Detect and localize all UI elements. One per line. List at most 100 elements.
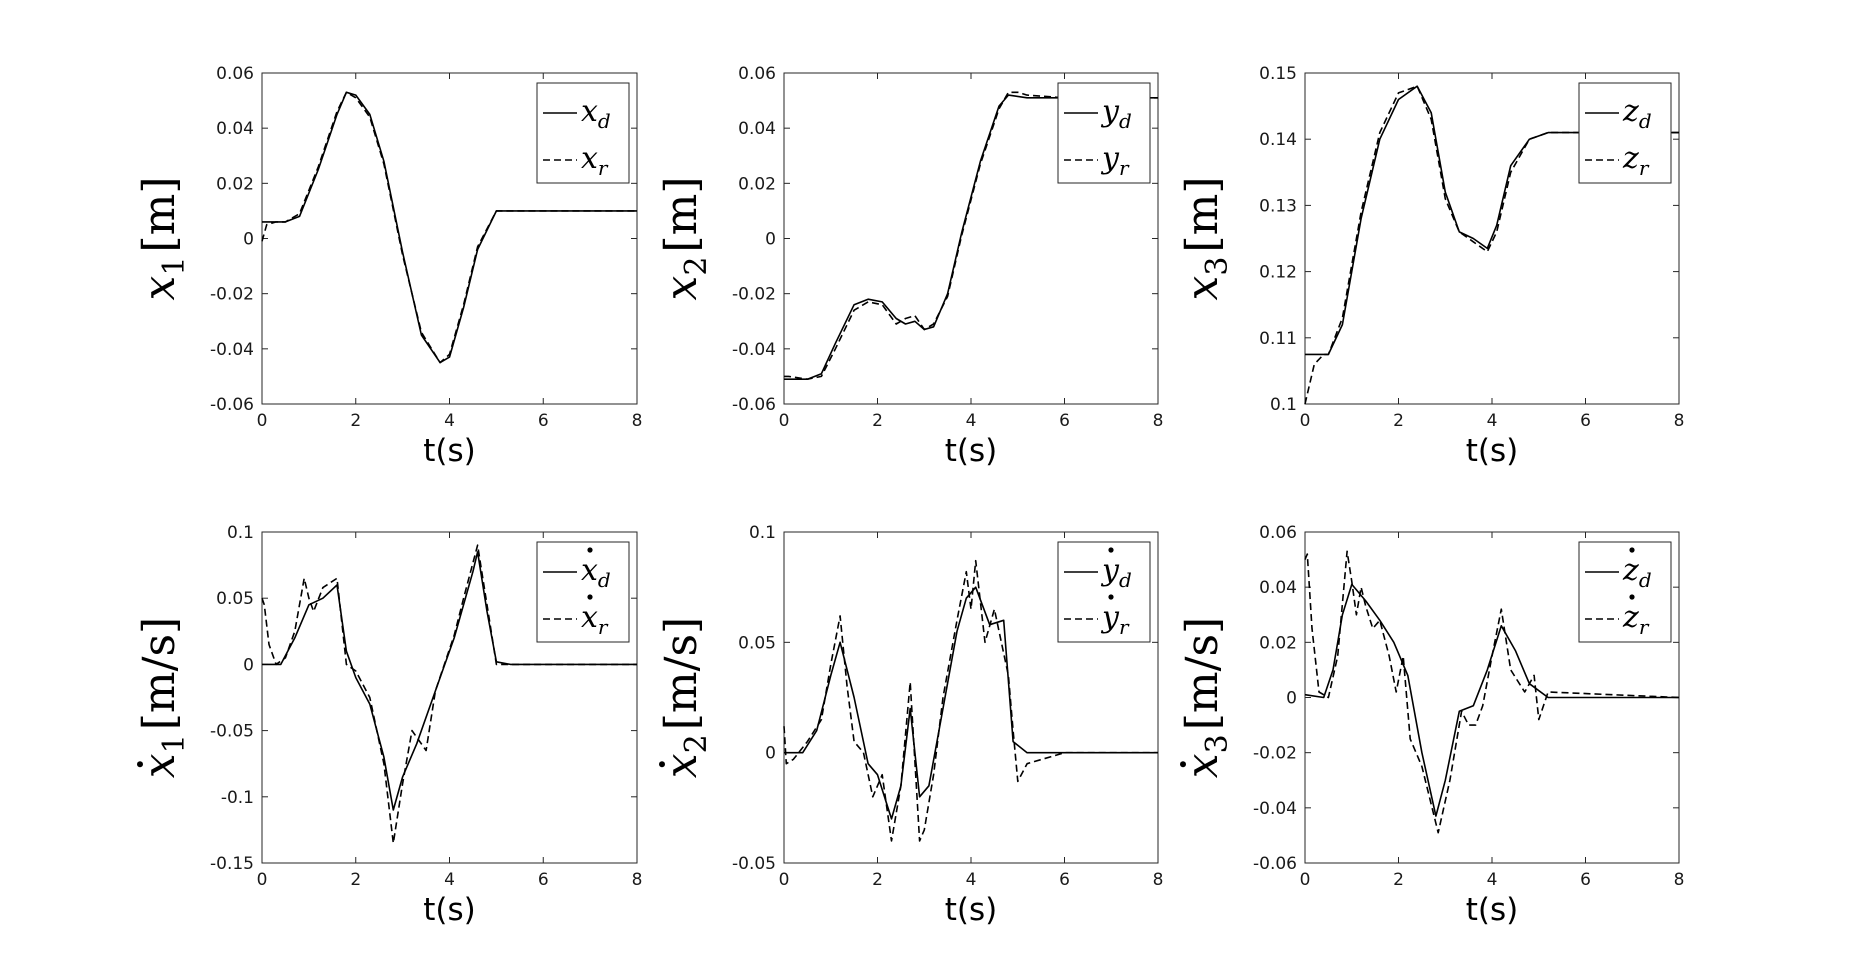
x-tick-label: 4 [444,411,455,431]
series-line-x-r [261,91,637,364]
y-axis-label-unit: [m/s] [134,617,185,730]
y-axis-label-dot [137,761,143,768]
legend-dot [1629,547,1635,553]
x-axis-label: t(s) [945,892,998,928]
y-tick-label: 0.11 [1259,329,1297,349]
legend-label-sub: r [598,156,609,180]
y-tick-label: 0 [1286,689,1297,709]
x-tick-label: 8 [632,870,643,890]
legend-label-x-r: xr [581,600,609,639]
x-tick-label: 4 [444,870,455,890]
x-axis-label: t(s) [945,433,998,469]
legend-label-var: x [581,141,598,176]
legend-label-z-r: zr [1622,600,1650,639]
series-line-y-r [783,559,1158,842]
series-line-y-d [784,94,1158,381]
x-tick-label: 6 [1059,870,1070,890]
y-tick-label: -0.02 [210,285,254,305]
y-axis-label: x1[m/s] [134,617,192,778]
series-line-y-d [784,586,1158,820]
y-tick-label: 0.04 [216,119,254,139]
legend-box [536,541,630,643]
y-tick-label: 0 [765,744,776,764]
legend-label-var: y [1100,141,1120,176]
y-tick-label: 0.06 [216,64,254,84]
series-line-x-r [261,544,637,844]
y-axis-label-sub: 3 [1200,257,1235,276]
y-axis-label-unit: [m] [134,177,185,253]
x-tick-label: 8 [1153,411,1164,431]
x-tick-label: 4 [966,870,977,890]
x-tick-label: 0 [257,870,268,890]
y-tick-label: 0.15 [1259,64,1297,84]
x-tick-label: 0 [779,411,790,431]
legend-label-sub: r [1639,156,1650,180]
legend-label-var: x [581,94,598,129]
y-tick-label: 0 [243,230,254,250]
series-line-z-d [1304,583,1679,817]
x-tick-label: 6 [538,870,549,890]
x-axis-label: t(s) [423,433,476,469]
legend-box [536,82,630,184]
y-axis-label-sub: 1 [157,734,192,753]
y-axis-label-sub: 3 [1200,734,1235,753]
y-tick-label: 0.1 [749,523,776,543]
y-tick-label: 0.1 [227,523,254,543]
y-axis-label-dot [1180,761,1186,768]
y-tick-label: -0.02 [732,285,776,305]
legend-label-y-d: yd [1100,553,1132,592]
y-tick-label: 0.06 [738,64,776,84]
legend-dot [587,547,593,553]
chart-panel-4: 0 2 4 6 8 -0.15 -0.1 -0.05 0 0.05 0.1 t(s) x 1 [m/s] xd… [134,523,642,928]
series-line-x-d [262,551,637,811]
y-axis-label-var: x [1177,275,1228,300]
y-axis-label: x2 [m] [656,177,714,301]
y-axis-label-unit: [m] [1177,177,1228,253]
legend-label-sub: d [1639,109,1652,133]
legend-label-sub: r [1119,615,1130,639]
x-tick-label: 2 [1393,411,1404,431]
y-tick-label: 0.13 [1259,196,1297,216]
y-tick-label: 0.06 [1259,523,1297,543]
x-tick-label: 0 [257,411,268,431]
x-tick-label: 0 [1300,411,1311,431]
y-tick-label: -0.06 [210,395,254,415]
x-tick-label: 0 [779,870,790,890]
legend-label-x-d: xd [581,94,611,133]
chart-panel-6: 0 2 4 6 8-0.06-0.04-0.0200.020.040.06t(s)x3[… [1177,523,1684,928]
x-tick-label: 2 [1393,870,1404,890]
x-axis-label: t(s) [423,892,476,928]
legend-label-x-r: xr [581,141,609,180]
x-tick-label: 2 [350,870,361,890]
y-tick-label: 0.02 [216,174,254,194]
x-tick-label: 2 [872,411,883,431]
y-tick-label: 0 [765,230,776,250]
chart-panel-2: 0 2 4 6 8-0.06-0.04-0.0200.020.040.06t(s)x2[… [656,64,1163,469]
x-tick-label: 0 [1300,870,1311,890]
x-tick-label: 8 [632,411,643,431]
y-axis-label-unit: [m] [656,177,707,253]
x-tick-label: 6 [538,411,549,431]
x-axis-label: t(s) [1466,892,1519,928]
x-tick-label: 8 [1674,870,1685,890]
y-tick-label: 0.12 [1259,263,1297,283]
legend-box [1057,541,1151,643]
legend-label-sub: r [1639,615,1650,639]
legend-label-var: z [1622,553,1639,588]
y-tick-label: -0.05 [210,722,254,742]
y-axis-label-unit: [m/s] [656,617,707,730]
y-axis-label-var: x [656,275,707,300]
y-axis-label-var: x [134,275,185,300]
x-axis-label: t(s) [1466,433,1519,469]
legend-label-y-r: yr [1100,141,1130,180]
y-tick-label: 0.02 [1259,633,1297,653]
legend-label-sub: d [598,109,611,133]
x-tick-label: 4 [1487,870,1498,890]
y-tick-label: -0.06 [1253,854,1297,874]
y-tick-label: 0 [243,655,254,675]
